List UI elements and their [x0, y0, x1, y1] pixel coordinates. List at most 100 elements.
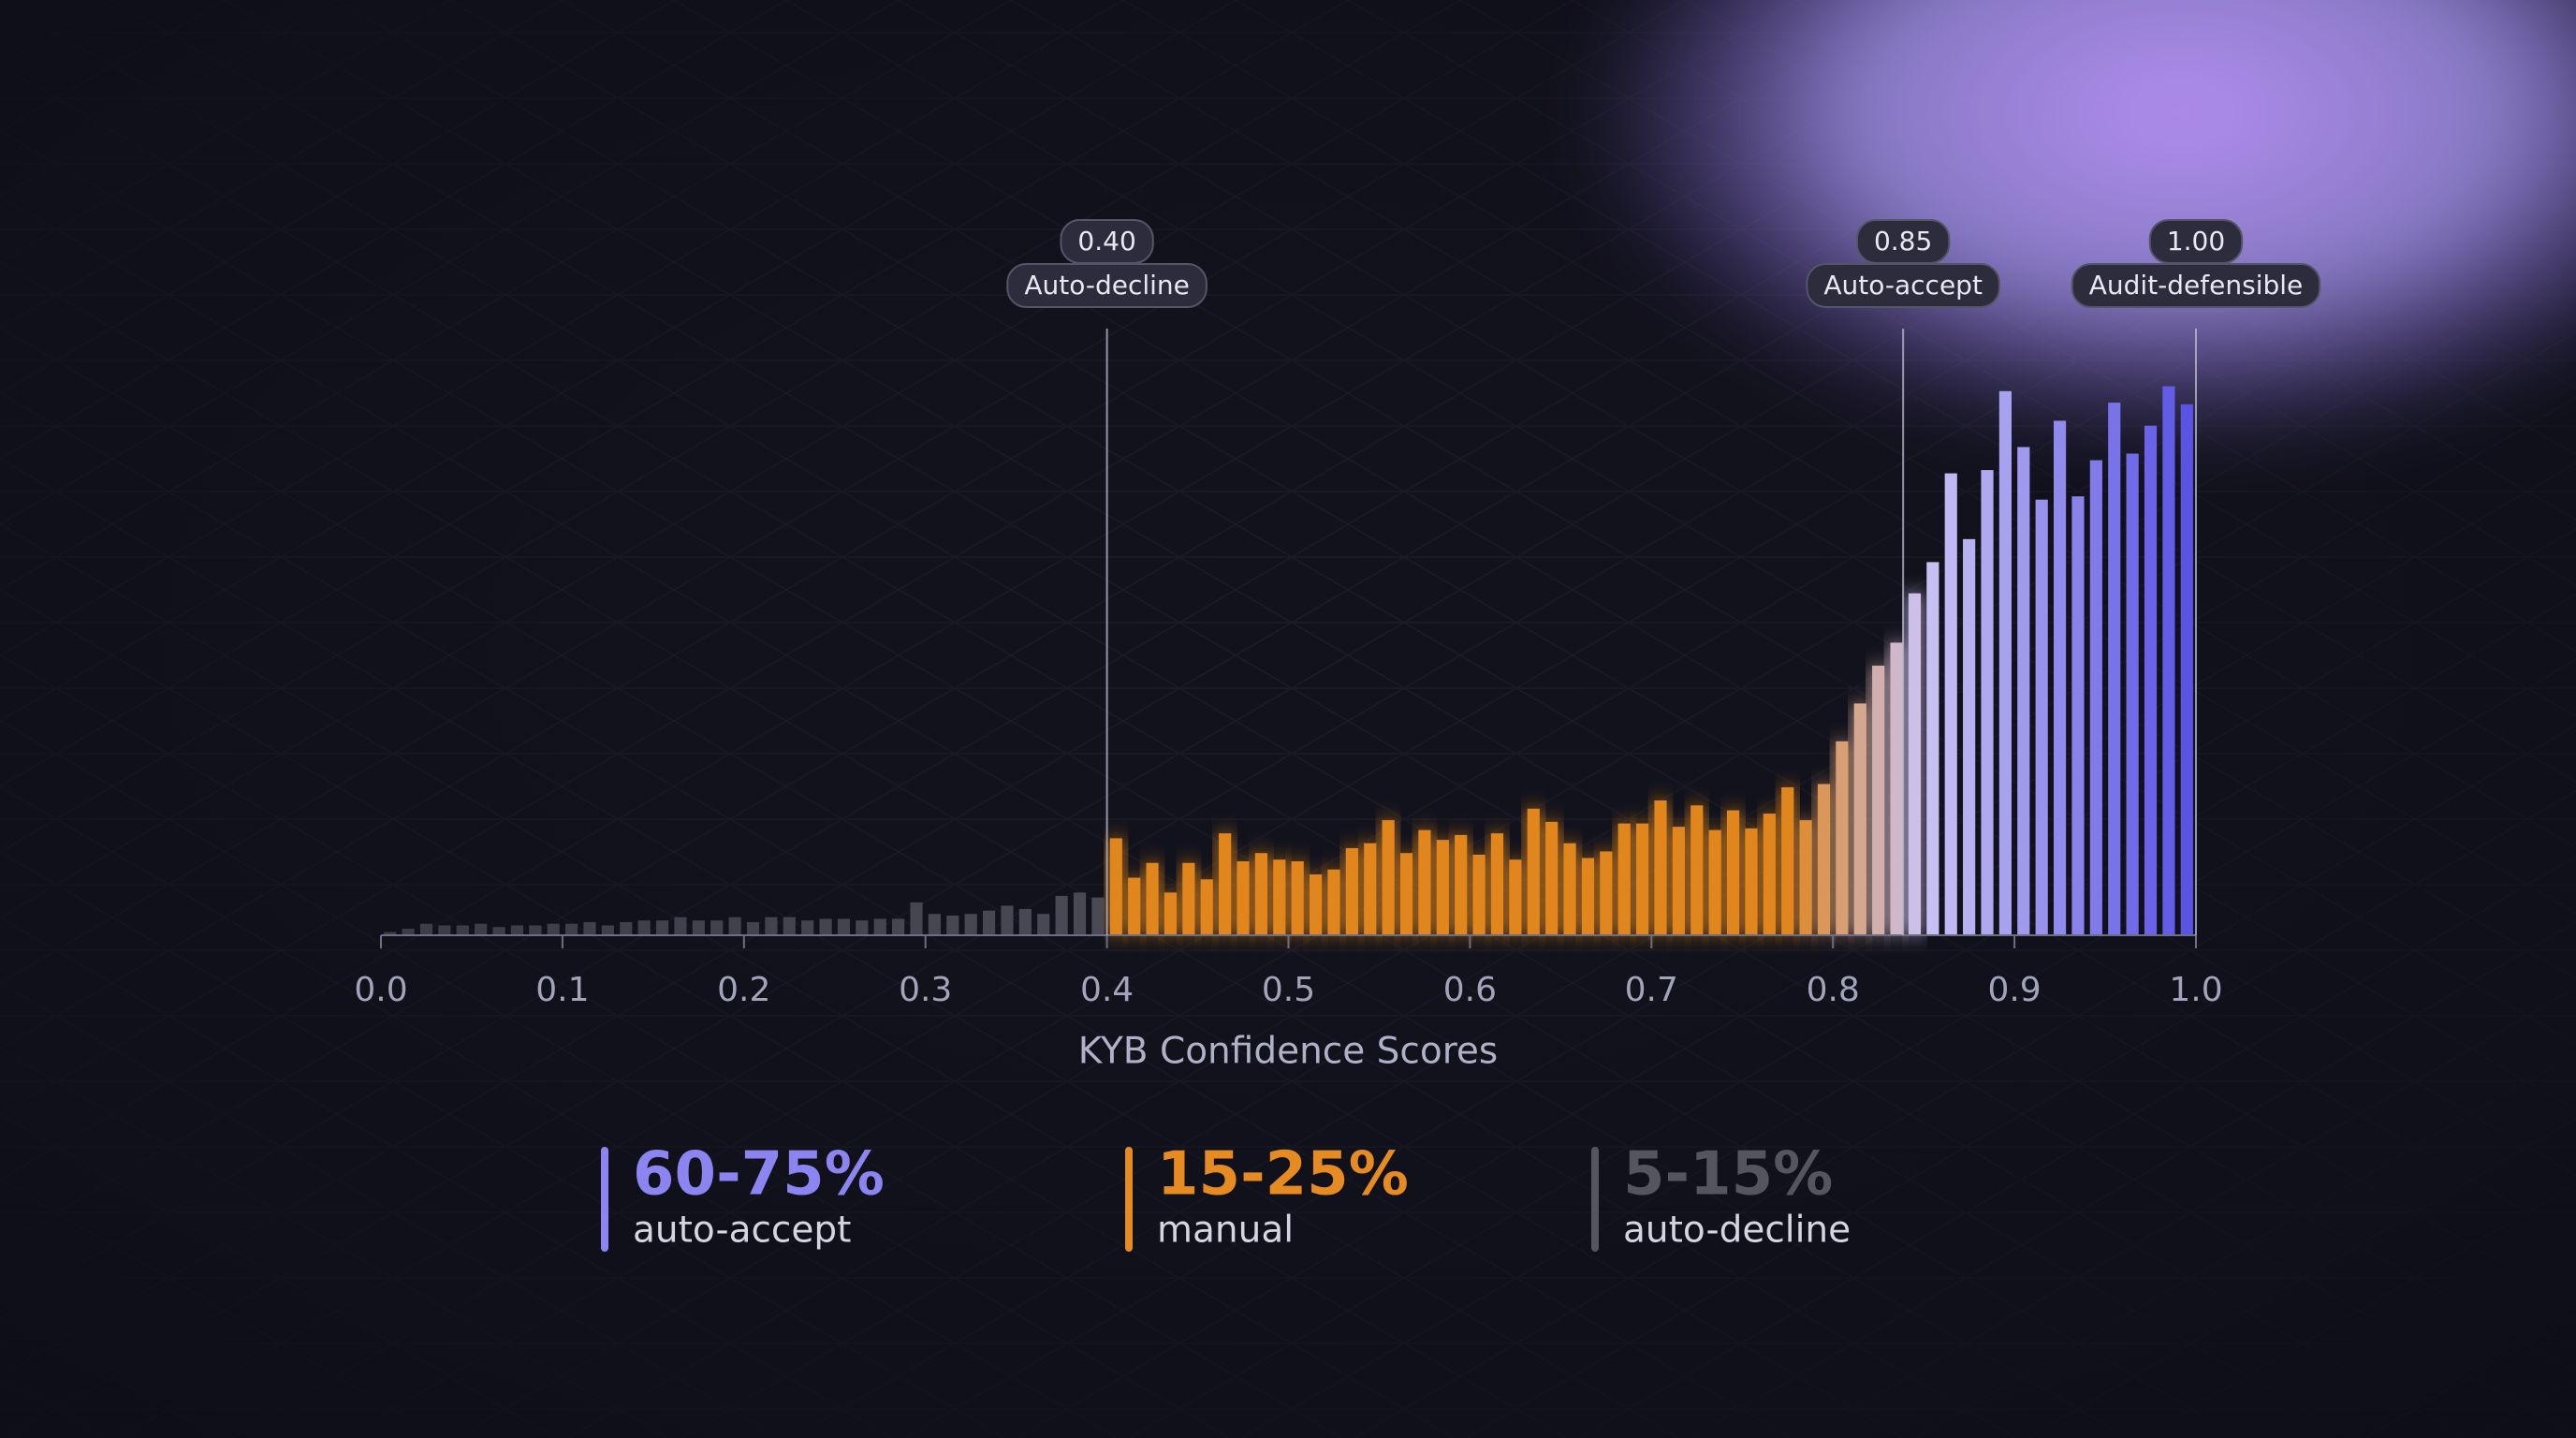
- bar: [765, 917, 778, 935]
- x-tick-label: 0.7: [1625, 971, 1678, 1009]
- bar: [1018, 908, 1032, 935]
- bar: [819, 918, 832, 935]
- bar: [620, 921, 633, 935]
- bar: [1636, 823, 1649, 935]
- stat-accent: [1591, 1147, 1599, 1252]
- bar: [1291, 860, 1304, 935]
- bar: [746, 921, 760, 935]
- stat-label: auto-decline: [1623, 1210, 1851, 1252]
- bar: [1963, 538, 1976, 935]
- bar: [674, 917, 687, 935]
- bar: [1781, 786, 1794, 935]
- bar: [475, 923, 488, 935]
- x-tick-label: 0.6: [1443, 971, 1497, 1009]
- bar: [1817, 784, 1831, 935]
- bar: [1763, 814, 1776, 935]
- bar: [2126, 453, 2139, 935]
- bar: [910, 902, 923, 935]
- bar: [1745, 828, 1758, 935]
- x-tick-label: 0.5: [1262, 971, 1315, 1009]
- bar: [1890, 642, 1903, 935]
- bar: [1382, 820, 1395, 935]
- bar: [2053, 420, 2067, 935]
- stat-accent: [601, 1147, 608, 1252]
- threshold-value: 0.40: [1077, 226, 1135, 257]
- bar: [1672, 827, 1685, 935]
- x-axis-title: KYB Confidence Scores: [1078, 1031, 1498, 1073]
- bar: [565, 923, 578, 935]
- pill-background: [2071, 263, 2321, 308]
- bar: [402, 928, 415, 935]
- threshold-value-pill: 0.40: [1060, 219, 1154, 264]
- bar: [1908, 593, 1922, 935]
- bar: [1600, 851, 1613, 935]
- bar: [710, 920, 724, 935]
- threshold-value-pill: 1.00: [2148, 219, 2244, 264]
- bar: [438, 925, 451, 935]
- pill-background: [1006, 263, 1208, 308]
- bar: [2089, 460, 2102, 935]
- bar: [1926, 562, 1939, 935]
- bar: [837, 918, 851, 935]
- threshold-name-pill: Auto-decline: [1006, 263, 1208, 308]
- threshold-value-pill: 0.85: [1855, 219, 1951, 264]
- x-tick-label: 0.9: [1987, 971, 2041, 1009]
- bar: [946, 915, 959, 935]
- bar: [1055, 895, 1068, 935]
- bar: [384, 932, 397, 935]
- bar: [2017, 447, 2030, 935]
- bar: [1037, 914, 1050, 935]
- threshold-value: 0.85: [1874, 226, 1932, 257]
- bar: [1853, 703, 1866, 935]
- bar: [419, 923, 433, 935]
- bar: [1872, 666, 1885, 935]
- bar: [728, 917, 741, 935]
- bar: [1309, 874, 1323, 935]
- bar: [2035, 499, 2048, 935]
- bar: [1327, 869, 1340, 935]
- bar: [1219, 833, 1232, 935]
- bar: [1399, 853, 1413, 935]
- stat-label: auto-accept: [633, 1210, 851, 1252]
- bar: [1726, 810, 1740, 935]
- bar: [456, 925, 469, 935]
- bar: [2162, 386, 2175, 936]
- bar: [1455, 834, 1468, 935]
- bar: [928, 914, 941, 935]
- bar: [892, 918, 905, 935]
- bar: [1091, 897, 1105, 935]
- bar: [1109, 838, 1122, 935]
- x-tick-label: 0.0: [354, 971, 407, 1009]
- bar: [492, 927, 505, 935]
- bar: [1182, 862, 1195, 935]
- stat-label: manual: [1157, 1210, 1294, 1252]
- bar: [1001, 905, 1014, 935]
- bar: [1364, 843, 1377, 935]
- x-tick-label: 0.2: [717, 971, 770, 1009]
- bar: [1527, 808, 1540, 935]
- threshold-name-pill: Audit-defensible: [2071, 263, 2321, 308]
- bar: [583, 921, 596, 935]
- bar: [1799, 820, 1812, 935]
- bar: [2144, 425, 2158, 935]
- x-tick-label: 0.3: [899, 971, 952, 1009]
- bar: [1836, 741, 1849, 935]
- bar: [692, 920, 705, 935]
- glow: [1582, 0, 2576, 449]
- threshold-name: Audit-defensible: [2089, 270, 2304, 301]
- bar: [2108, 403, 2121, 935]
- bar: [982, 910, 996, 935]
- threshold-name-pill: Auto-accept: [1806, 263, 2000, 308]
- bar: [1617, 823, 1631, 935]
- bar: [1200, 879, 1213, 935]
- pill-background: [1806, 263, 2000, 308]
- bar: [2071, 496, 2085, 935]
- bar: [510, 925, 524, 935]
- threshold-name: Auto-accept: [1823, 270, 1983, 301]
- threshold-value: 1.00: [2167, 226, 2225, 257]
- bar: [1164, 892, 1178, 935]
- bar: [529, 925, 542, 935]
- bar: [1237, 860, 1250, 935]
- bar: [1509, 859, 1522, 935]
